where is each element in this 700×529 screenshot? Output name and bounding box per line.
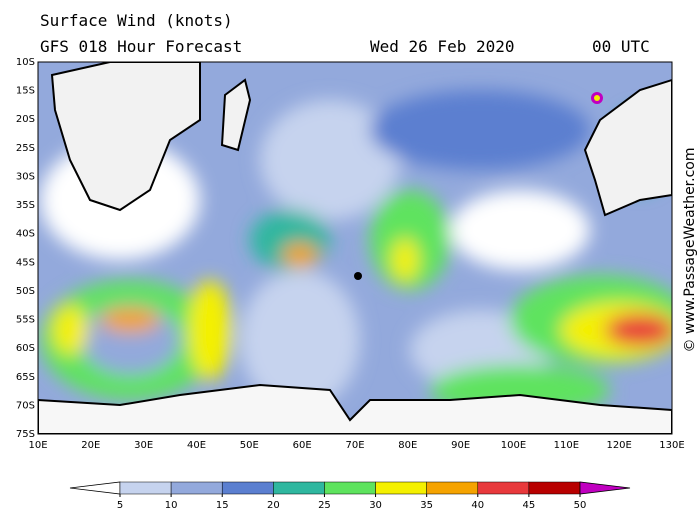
colorbar-label: 30 bbox=[369, 500, 382, 511]
lat-label: 10S bbox=[16, 57, 35, 68]
colorbar-segment bbox=[375, 481, 427, 495]
colorbar-segment bbox=[528, 481, 581, 495]
lat-label: 65S bbox=[16, 372, 35, 383]
lon-label: 90E bbox=[451, 440, 470, 451]
colorbar-label: 45 bbox=[523, 500, 536, 511]
lat-label: 15S bbox=[16, 86, 35, 97]
colorbar-segment bbox=[221, 481, 274, 495]
watermark: © www.PassageWeather.com bbox=[682, 147, 698, 352]
time-label: 00 UTC bbox=[592, 37, 650, 56]
colorbar-label: 20 bbox=[267, 500, 280, 511]
colorbar-segment bbox=[170, 481, 223, 495]
title: Surface Wind (knots) bbox=[40, 11, 233, 30]
lon-label: 10E bbox=[28, 440, 47, 451]
colorbar-label: 15 bbox=[216, 500, 229, 511]
colorbar-high-end bbox=[579, 481, 631, 495]
lat-label: 40S bbox=[16, 229, 35, 240]
lat-label: 20S bbox=[16, 114, 35, 125]
map-frame bbox=[37, 61, 673, 435]
lon-label: 40E bbox=[187, 440, 206, 451]
lon-label: 110E bbox=[554, 440, 579, 451]
lon-label: 70E bbox=[345, 440, 364, 451]
lat-label: 70S bbox=[16, 400, 35, 411]
lat-label: 30S bbox=[16, 171, 35, 182]
lat-label: 25S bbox=[16, 143, 35, 154]
lat-label: 55S bbox=[16, 315, 35, 326]
colorbar-label: 25 bbox=[318, 500, 331, 511]
lon-label: 50E bbox=[240, 440, 259, 451]
colorbar-label: 40 bbox=[471, 500, 484, 511]
date-label: Wed 26 Feb 2020 bbox=[370, 37, 515, 56]
wind-field bbox=[38, 62, 672, 434]
lon-label: 30E bbox=[134, 440, 153, 451]
lat-label: 50S bbox=[16, 286, 35, 297]
colorbar-low-end bbox=[69, 481, 121, 495]
colorbar-segment bbox=[119, 481, 172, 495]
model-label: GFS 018 Hour Forecast bbox=[40, 37, 242, 56]
lat-label: 35S bbox=[16, 200, 35, 211]
lon-label: 60E bbox=[293, 440, 312, 451]
colorbar-segment bbox=[426, 481, 479, 495]
lon-label: 130E bbox=[659, 440, 684, 451]
lon-label: 120E bbox=[606, 440, 631, 451]
lat-label: 75S bbox=[16, 429, 35, 440]
colorbar-label: 5 bbox=[117, 500, 123, 511]
lon-label: 100E bbox=[501, 440, 526, 451]
lat-label: 60S bbox=[16, 343, 35, 354]
colorbar-label: 50 bbox=[574, 500, 587, 511]
axes: 10S 15S 20S 25S 30S 35S 40S 45S 50S 55S 60S 65S 70S 7… bbox=[16, 57, 685, 451]
colorbar: 5 10 15 20 25 30 35 40 45 50 bbox=[69, 481, 631, 511]
colorbar-segment bbox=[324, 481, 376, 495]
lat-label: 45S bbox=[16, 257, 35, 268]
colorbar-segment bbox=[273, 481, 325, 495]
lon-label: 80E bbox=[398, 440, 417, 451]
lon-label: 20E bbox=[81, 440, 100, 451]
colorbar-label: 10 bbox=[165, 500, 178, 511]
colorbar-label: 35 bbox=[420, 500, 433, 511]
colorbar-segment bbox=[477, 481, 530, 495]
